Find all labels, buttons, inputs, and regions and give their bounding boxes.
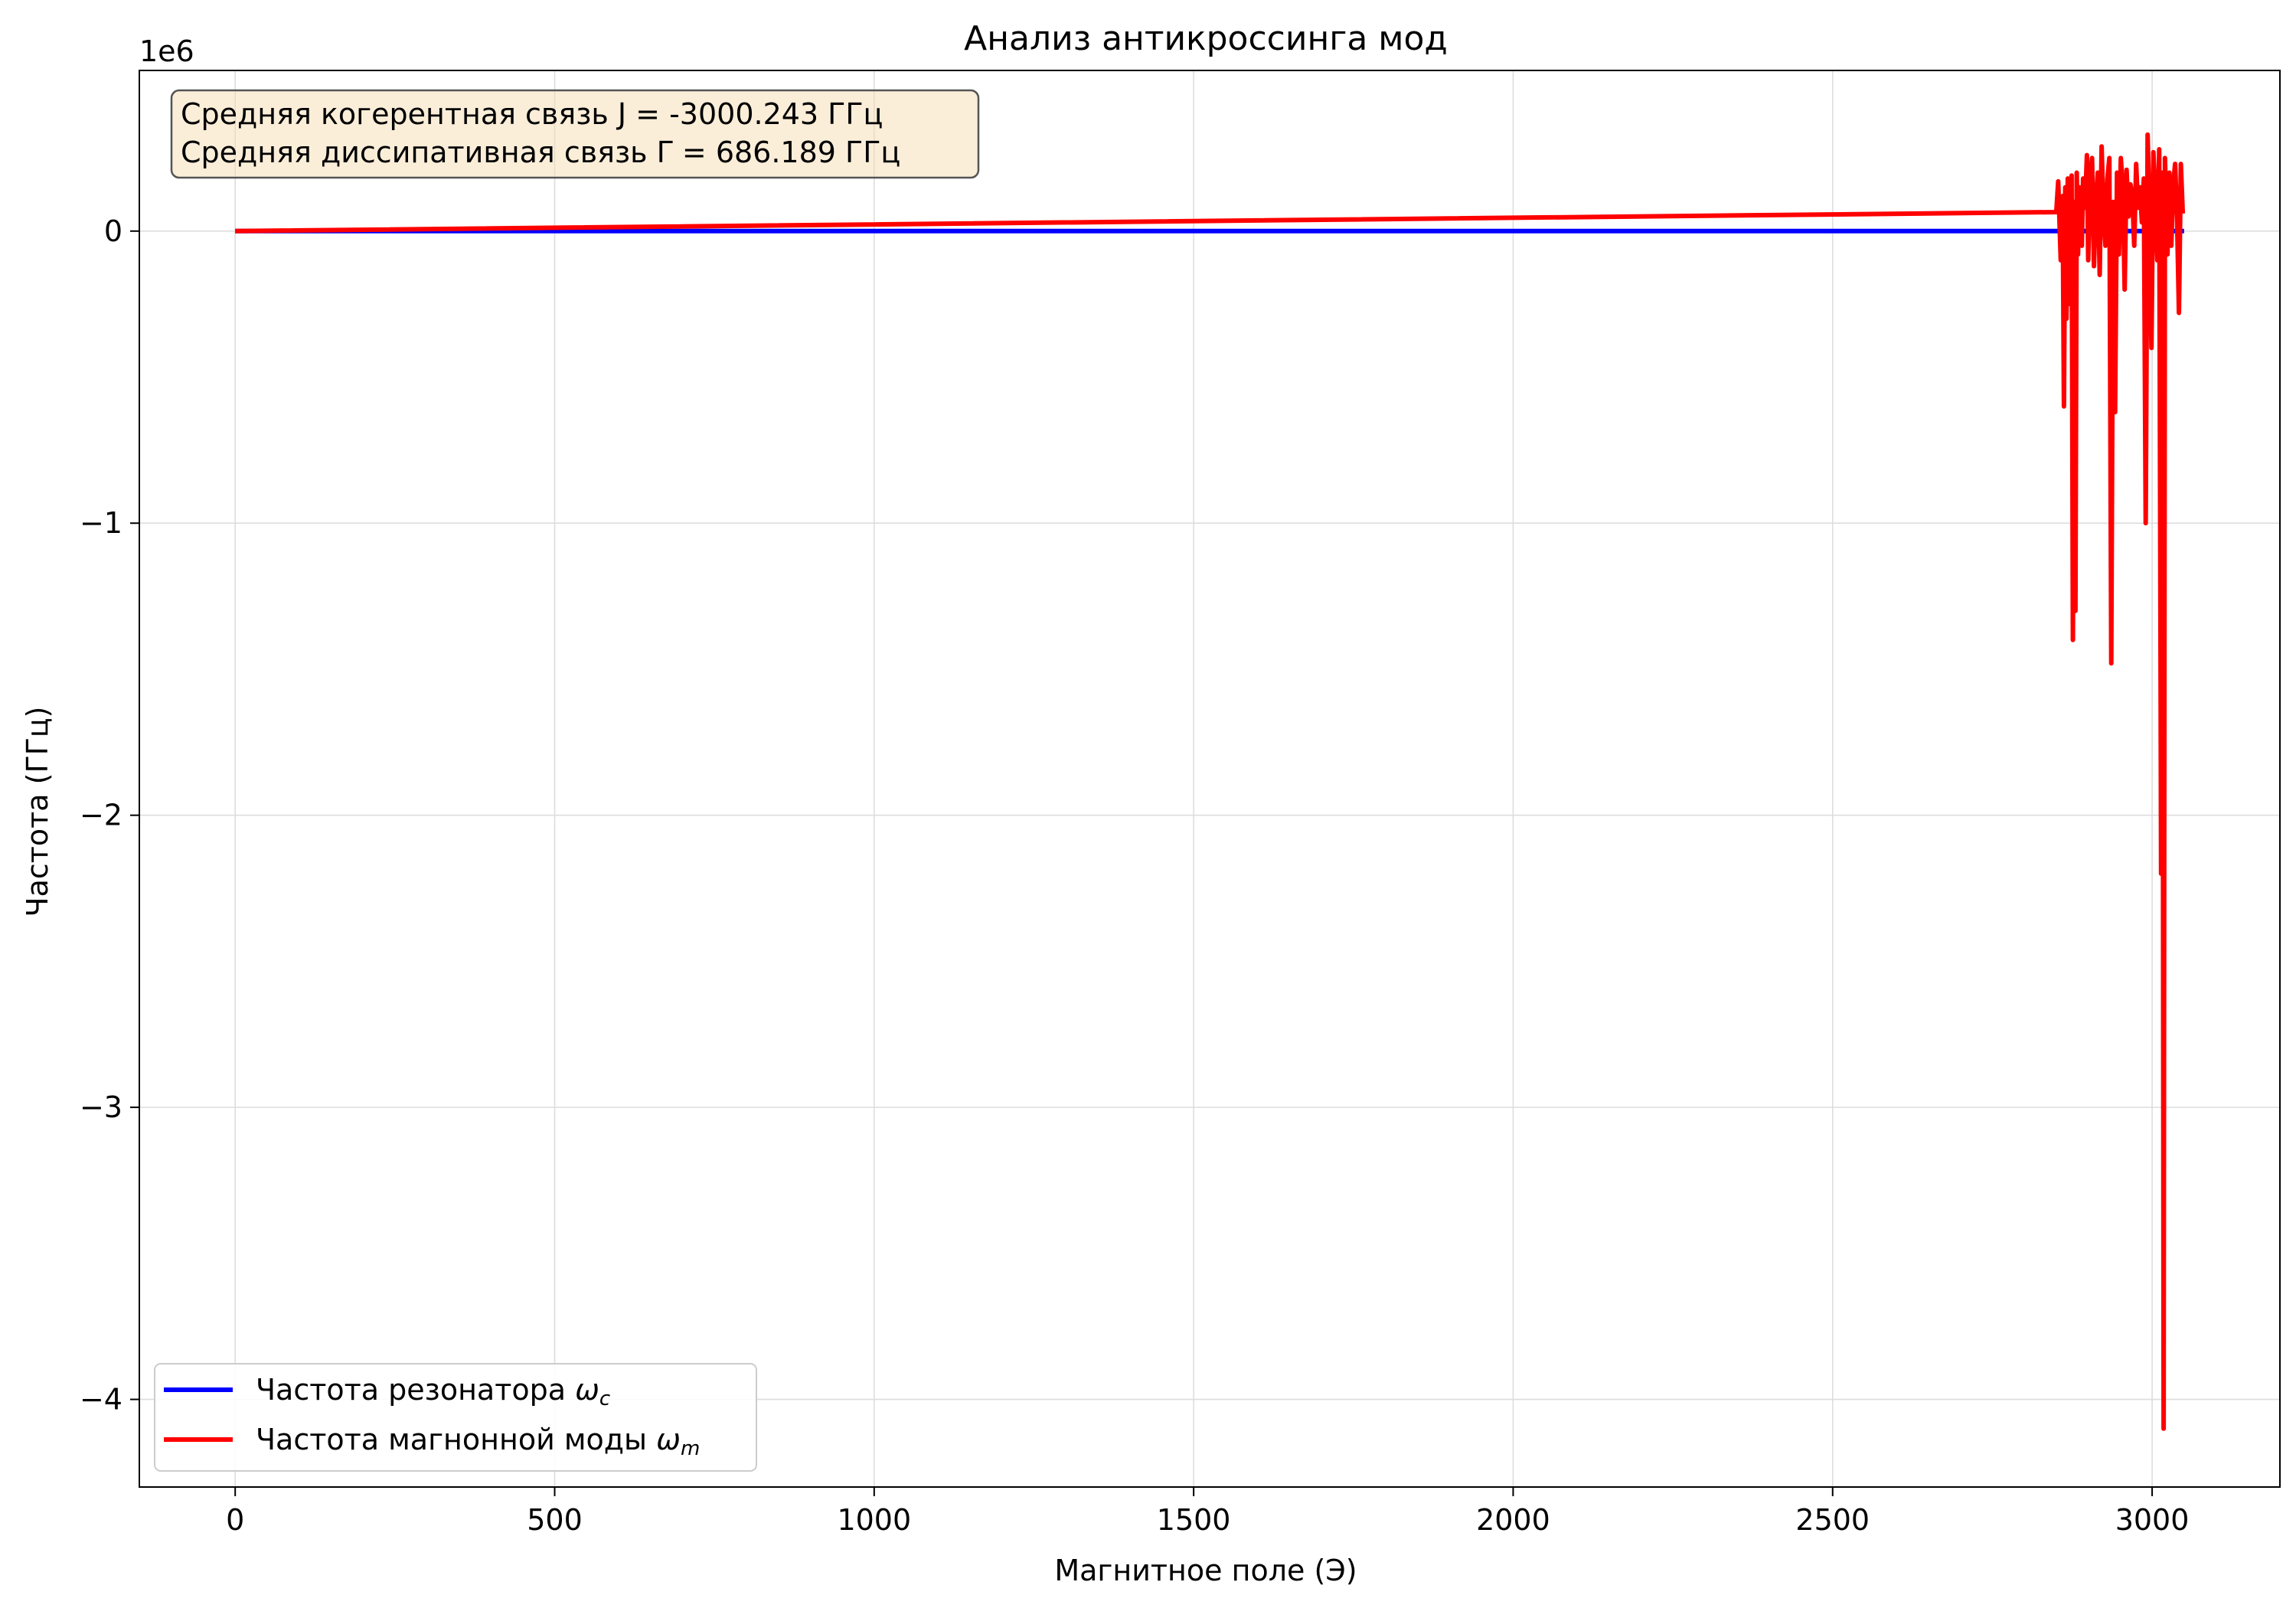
legend-label-magnon: Частота магнонной моды ωm: [256, 1423, 700, 1460]
x-tick-label: 3000: [2115, 1503, 2190, 1537]
legend-label-resonator: Частота резонатора ωc: [256, 1373, 610, 1410]
series-layer: [235, 132, 2186, 1431]
y-axis-ticks: 0 −1 −2 −3 −4: [80, 214, 139, 1417]
x-tick-label: 1000: [837, 1503, 911, 1537]
annotation-background: [170, 89, 980, 179]
chart-title: Анализ антикроссинга мод: [964, 19, 1448, 58]
x-tick-label: 0: [226, 1503, 244, 1537]
y-axis-label: Частота (ГГц): [21, 707, 54, 917]
y-tick-label: −1: [80, 506, 122, 540]
legend: Частота резонатора ωc Частота магнонной …: [154, 1363, 757, 1472]
y-tick-label: −3: [80, 1090, 122, 1124]
annotation-line-coherent: Средняя когерентная связь J = -3000.243 …: [181, 97, 883, 131]
y-tick-label: 0: [104, 214, 122, 248]
x-tick-label: 2500: [1795, 1503, 1870, 1537]
annotation-box: Средняя когерентная связь J = -3000.243 …: [170, 89, 980, 179]
annotation-line-dissipative: Средняя диссипативная связь Γ = 686.189 …: [181, 136, 900, 169]
y-axis-offset-label: 1e6: [139, 34, 194, 68]
y-tick-label: −2: [80, 799, 122, 832]
series-line-magnon: [235, 132, 2186, 1431]
plot-frame: [139, 70, 2281, 1488]
x-axis-ticks: 0 500 1000 1500 2000 2500 3000: [226, 1487, 2189, 1537]
x-tick-label: 1500: [1157, 1503, 1231, 1537]
y-tick-label: −4: [80, 1383, 122, 1417]
x-tick-label: 2000: [1476, 1503, 1550, 1537]
plot-area: [139, 70, 2281, 1488]
legend-background: [154, 1363, 757, 1472]
x-axis-label: Магнитное поле (Э): [1054, 1554, 1357, 1587]
x-tick-label: 500: [527, 1503, 583, 1537]
